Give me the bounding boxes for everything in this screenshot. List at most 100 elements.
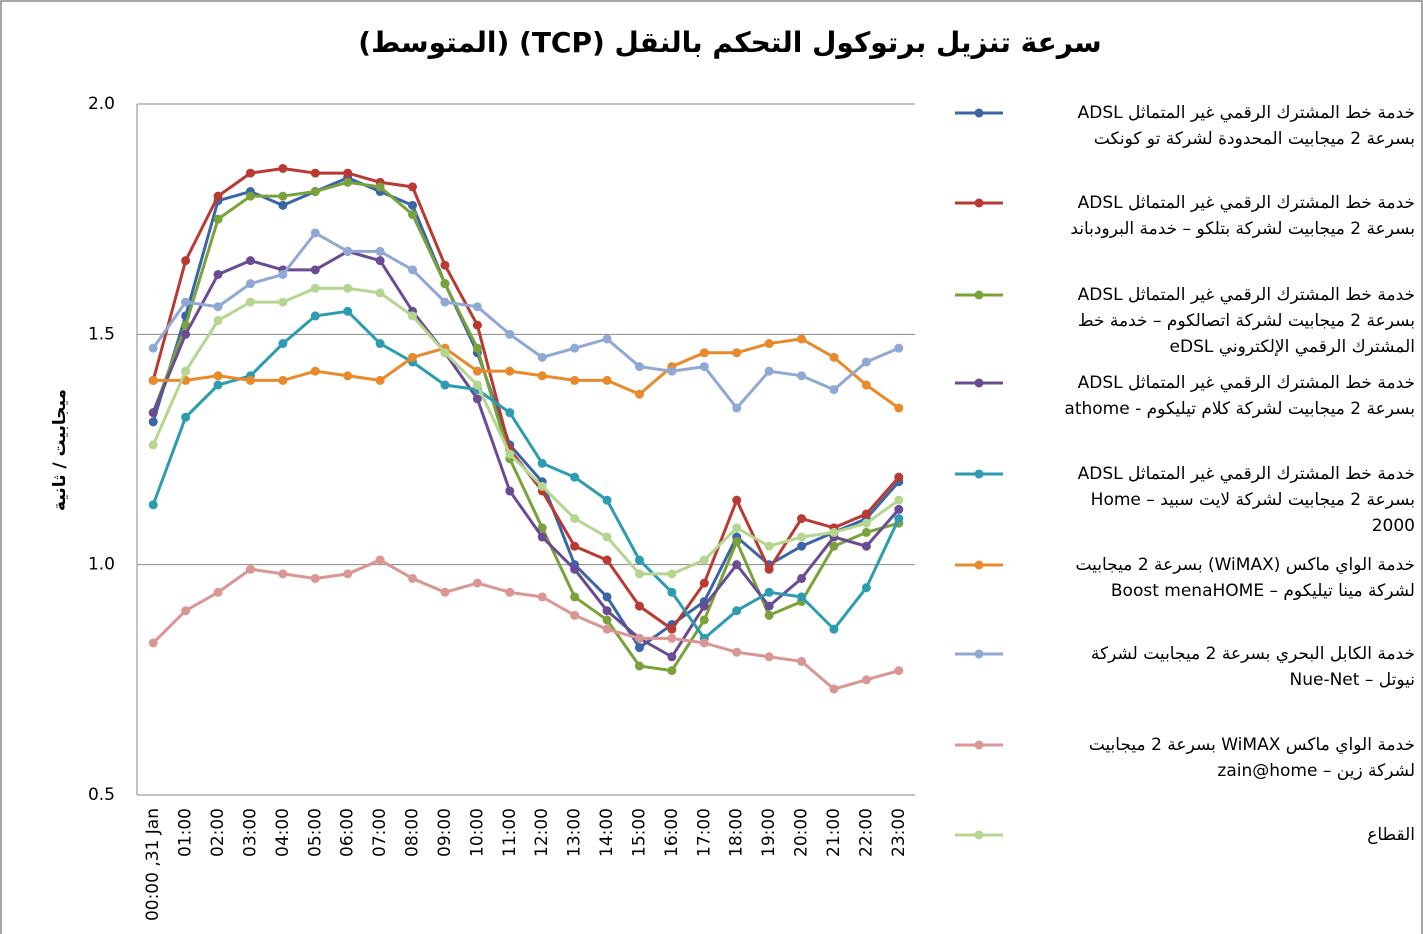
legend-marker — [974, 469, 984, 479]
data-point — [181, 412, 191, 422]
data-point — [602, 615, 612, 625]
data-point — [148, 375, 158, 385]
data-point — [245, 256, 255, 266]
series-line — [151, 231, 900, 411]
data-point — [245, 375, 255, 385]
x-tick-label: 04:00 — [273, 808, 293, 857]
data-point — [634, 555, 644, 565]
data-point — [537, 371, 547, 381]
data-point — [602, 624, 612, 634]
data-point — [797, 541, 807, 551]
data-point — [570, 564, 580, 574]
data-point — [408, 210, 418, 220]
data-point — [213, 269, 223, 279]
data-point — [667, 633, 677, 643]
x-tick-label: 20:00 — [792, 808, 812, 857]
data-point — [764, 601, 774, 611]
legend-label: خدمة خط المشترك الرقمي غير المتماثل ADSL… — [1077, 285, 1415, 357]
data-point — [732, 523, 742, 533]
data-point — [148, 638, 158, 648]
data-point — [667, 569, 677, 579]
data-point — [797, 371, 807, 381]
data-point — [245, 564, 255, 574]
data-point — [148, 417, 158, 427]
legend-label: خدمة خط المشترك الرقمي غير المتماثل ADSL… — [1064, 373, 1415, 419]
data-point — [861, 675, 871, 685]
data-point — [732, 606, 742, 616]
legend-marker — [974, 740, 984, 750]
data-point — [245, 191, 255, 201]
data-point — [181, 329, 191, 339]
data-point — [343, 306, 353, 316]
x-tick-label: 01:00 — [176, 808, 196, 857]
data-point — [570, 343, 580, 353]
series-line — [151, 249, 900, 659]
data-point — [375, 256, 385, 266]
x-tick-label: 13:00 — [565, 808, 585, 857]
data-point — [634, 389, 644, 399]
data-point — [375, 555, 385, 565]
data-point — [699, 601, 709, 611]
y-tick-label: 0.5 — [88, 785, 115, 805]
data-point — [310, 228, 320, 238]
data-point — [764, 610, 774, 620]
legend-label: خدمة الواي ماكس (WiMAX) بسرعة 2 ميجابيت … — [1075, 555, 1415, 601]
data-point — [894, 504, 904, 514]
data-point — [699, 362, 709, 372]
x-tick-label: 22:00 — [856, 808, 876, 857]
data-point — [375, 288, 385, 298]
data-point — [278, 200, 288, 210]
x-tick-label: 05:00 — [305, 808, 325, 857]
data-point — [343, 177, 353, 187]
legend-marker — [974, 830, 984, 840]
data-point — [537, 481, 547, 491]
data-point — [505, 408, 515, 418]
data-point — [472, 343, 482, 353]
data-point — [472, 320, 482, 330]
data-point — [829, 684, 839, 694]
data-point — [343, 569, 353, 579]
data-point — [570, 375, 580, 385]
x-tick-label: 07:00 — [370, 808, 390, 857]
data-point — [764, 366, 774, 376]
x-tick-label: 02:00 — [208, 808, 228, 857]
data-point — [764, 652, 774, 662]
data-point — [213, 191, 223, 201]
legend-marker — [974, 378, 984, 388]
data-point — [829, 624, 839, 634]
data-point — [699, 348, 709, 358]
data-point — [894, 403, 904, 413]
x-tick-label: 18:00 — [727, 808, 747, 857]
data-point — [634, 362, 644, 372]
data-point — [213, 214, 223, 224]
data-point — [797, 514, 807, 524]
legend-label: خدمة خط المشترك الرقمي غير المتماثل ADSL… — [1070, 193, 1415, 239]
series-line — [151, 176, 900, 650]
x-tick-label: 00:00 ,31 Jan — [143, 808, 163, 921]
data-point — [472, 394, 482, 404]
data-point — [732, 537, 742, 547]
data-point — [440, 297, 450, 307]
data-point — [861, 583, 871, 593]
data-point — [310, 366, 320, 376]
data-point — [181, 366, 191, 376]
data-point — [310, 311, 320, 321]
data-point — [829, 541, 839, 551]
data-point — [148, 343, 158, 353]
x-tick-label: 10:00 — [467, 808, 487, 857]
data-point — [570, 472, 580, 482]
x-tick-label: 03:00 — [240, 808, 260, 857]
data-point — [602, 555, 612, 565]
data-point — [894, 472, 904, 482]
data-point — [375, 246, 385, 256]
series-line — [152, 558, 900, 691]
x-tick-label: 12:00 — [532, 808, 552, 857]
data-point — [732, 560, 742, 570]
legend-label: خدمة الكابل البحري بسرعة 2 ميجابيت لشركة… — [1090, 644, 1415, 690]
data-point — [829, 527, 839, 537]
data-point — [375, 182, 385, 192]
data-point — [408, 182, 418, 192]
data-point — [570, 541, 580, 551]
